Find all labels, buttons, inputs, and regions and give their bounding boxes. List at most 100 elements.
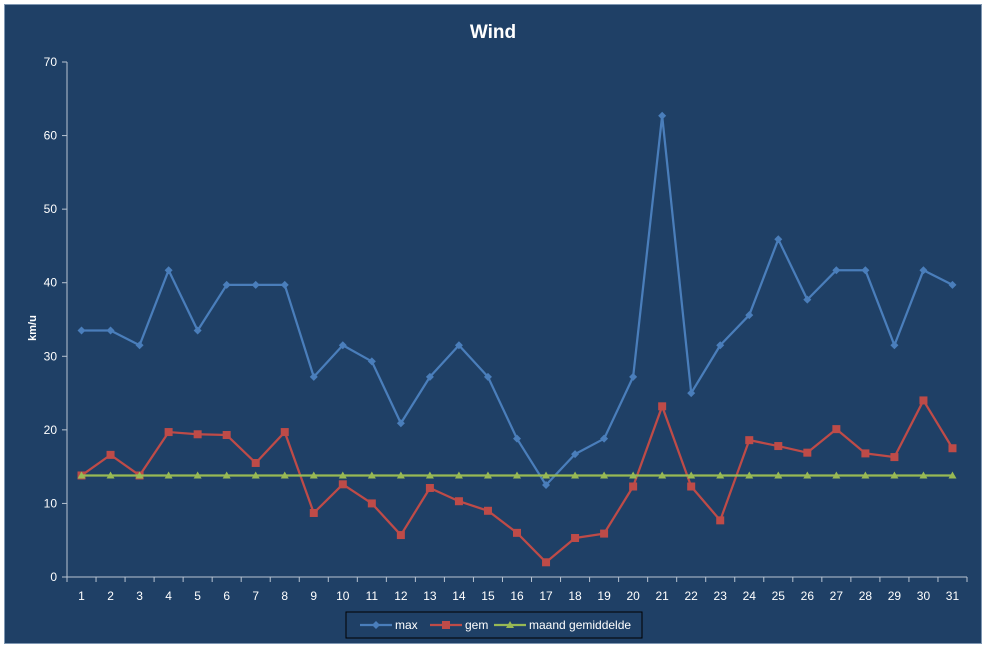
data-point-maand-gemiddelde — [425, 471, 434, 479]
data-point-gem — [745, 436, 754, 445]
data-point-max — [106, 326, 115, 335]
data-point-maand-gemiddelde — [745, 471, 754, 479]
data-point-gem — [542, 558, 551, 567]
data-point-gem — [164, 428, 173, 437]
data-point-gem — [396, 531, 405, 540]
data-point-max — [745, 311, 754, 320]
data-point-max — [687, 389, 696, 398]
data-point-maand-gemiddelde — [948, 471, 957, 479]
data-point-max — [193, 326, 202, 335]
y-tick-label: 40 — [44, 276, 58, 290]
x-tick-label: 3 — [136, 589, 143, 603]
data-point-maand-gemiddelde — [135, 471, 144, 479]
y-tick-label: 30 — [44, 349, 58, 363]
data-point-maand-gemiddelde — [193, 471, 202, 479]
legend-marker-maand-gemiddelde — [506, 621, 514, 628]
data-point-max — [454, 341, 463, 350]
data-point-max — [832, 266, 841, 275]
y-tick-label: 60 — [44, 129, 58, 143]
x-tick-label: 7 — [252, 589, 259, 603]
data-point-gem — [658, 402, 667, 411]
x-tick-label: 31 — [946, 589, 960, 603]
data-point-maand-gemiddelde — [571, 471, 580, 479]
data-point-max — [629, 372, 638, 381]
x-tick-label: 1 — [78, 589, 85, 603]
legend-label-maand-gemiddelde: maand gemiddelde — [529, 618, 631, 632]
x-tick-label: 12 — [394, 589, 408, 603]
data-point-maand-gemiddelde — [396, 471, 405, 479]
x-axis-ticks: 1 2 3 4 5 6 7 8 9 10 11 12 13 14 15 16 17 18 19 20 21 22 23 24 2… — [66, 577, 968, 603]
data-point-gem — [629, 482, 638, 491]
x-tick-label: 30 — [917, 589, 931, 603]
x-tick-label: 17 — [539, 589, 553, 603]
x-tick-label: 25 — [772, 589, 786, 603]
x-tick-label: 4 — [165, 589, 172, 603]
data-point-max — [222, 280, 231, 289]
x-tick-label: 14 — [452, 589, 466, 603]
data-point-maand-gemiddelde — [513, 471, 521, 479]
data-point-maand-gemiddelde — [222, 471, 231, 479]
series-line-gem — [80, 399, 954, 564]
data-point-max — [948, 280, 957, 289]
data-point-gem — [600, 529, 609, 538]
legend-label-max: max — [395, 618, 418, 632]
data-point-maand-gemiddelde — [890, 471, 899, 479]
data-point-maand-gemiddelde — [542, 471, 551, 479]
y-axis-ticks: 0 10 20 30 40 50 60 70 — [44, 55, 67, 584]
data-point-maand-gemiddelde — [687, 471, 696, 479]
data-point-gem — [338, 480, 347, 489]
x-tick-label: 2 — [107, 589, 114, 603]
legend-marker-max — [372, 621, 380, 629]
data-point-gem — [280, 428, 289, 437]
data-point-max — [77, 326, 86, 335]
data-point-max — [600, 434, 609, 443]
data-point-maand-gemiddelde — [106, 471, 115, 479]
data-point-max — [716, 341, 725, 350]
data-point-gem — [803, 448, 812, 457]
data-point-maand-gemiddelde — [861, 471, 870, 479]
y-tick-label: 0 — [50, 570, 57, 584]
data-point-gem — [483, 506, 492, 515]
x-tick-label: 19 — [597, 589, 611, 603]
data-point-max — [309, 372, 318, 381]
data-point-gem — [919, 396, 928, 405]
data-point-maand-gemiddelde — [280, 471, 289, 479]
data-point-gem — [309, 508, 318, 517]
x-tick-label: 5 — [194, 589, 201, 603]
series-layer — [77, 111, 957, 567]
series-max — [77, 111, 957, 490]
data-point-gem — [948, 444, 957, 453]
series-gem — [77, 396, 957, 567]
data-point-maand-gemiddelde — [164, 471, 173, 479]
data-point-gem — [251, 458, 260, 467]
x-tick-label: 16 — [510, 589, 524, 603]
data-point-maand-gemiddelde — [454, 471, 463, 479]
data-point-gem — [571, 534, 580, 543]
x-tick-label: 20 — [626, 589, 640, 603]
data-point-maand-gemiddelde — [716, 471, 725, 479]
data-point-max — [280, 280, 289, 289]
x-tick-label: 6 — [223, 589, 230, 603]
y-tick-label: 70 — [44, 55, 58, 69]
x-tick-label: 10 — [336, 589, 350, 603]
x-tick-label: 21 — [655, 589, 669, 603]
x-tick-label: 27 — [830, 589, 844, 603]
data-point-max — [396, 419, 405, 428]
data-point-maand-gemiddelde — [338, 471, 347, 479]
x-tick-label: 23 — [714, 589, 728, 603]
series-line-max — [81, 114, 953, 487]
data-point-max — [542, 481, 551, 490]
x-tick-label: 15 — [481, 589, 495, 603]
data-point-maand-gemiddelde — [919, 471, 928, 479]
data-point-max — [774, 235, 783, 244]
legend-label-gem: gem — [465, 618, 488, 632]
data-point-gem — [193, 430, 202, 439]
legend: max gem maand gemiddelde — [345, 611, 643, 639]
data-point-gem — [454, 497, 463, 506]
x-tick-label: 9 — [310, 589, 317, 603]
x-tick-label: 11 — [366, 589, 379, 603]
data-point-max — [658, 111, 667, 120]
data-point-gem — [832, 425, 841, 434]
data-point-maand-gemiddelde — [774, 471, 783, 479]
